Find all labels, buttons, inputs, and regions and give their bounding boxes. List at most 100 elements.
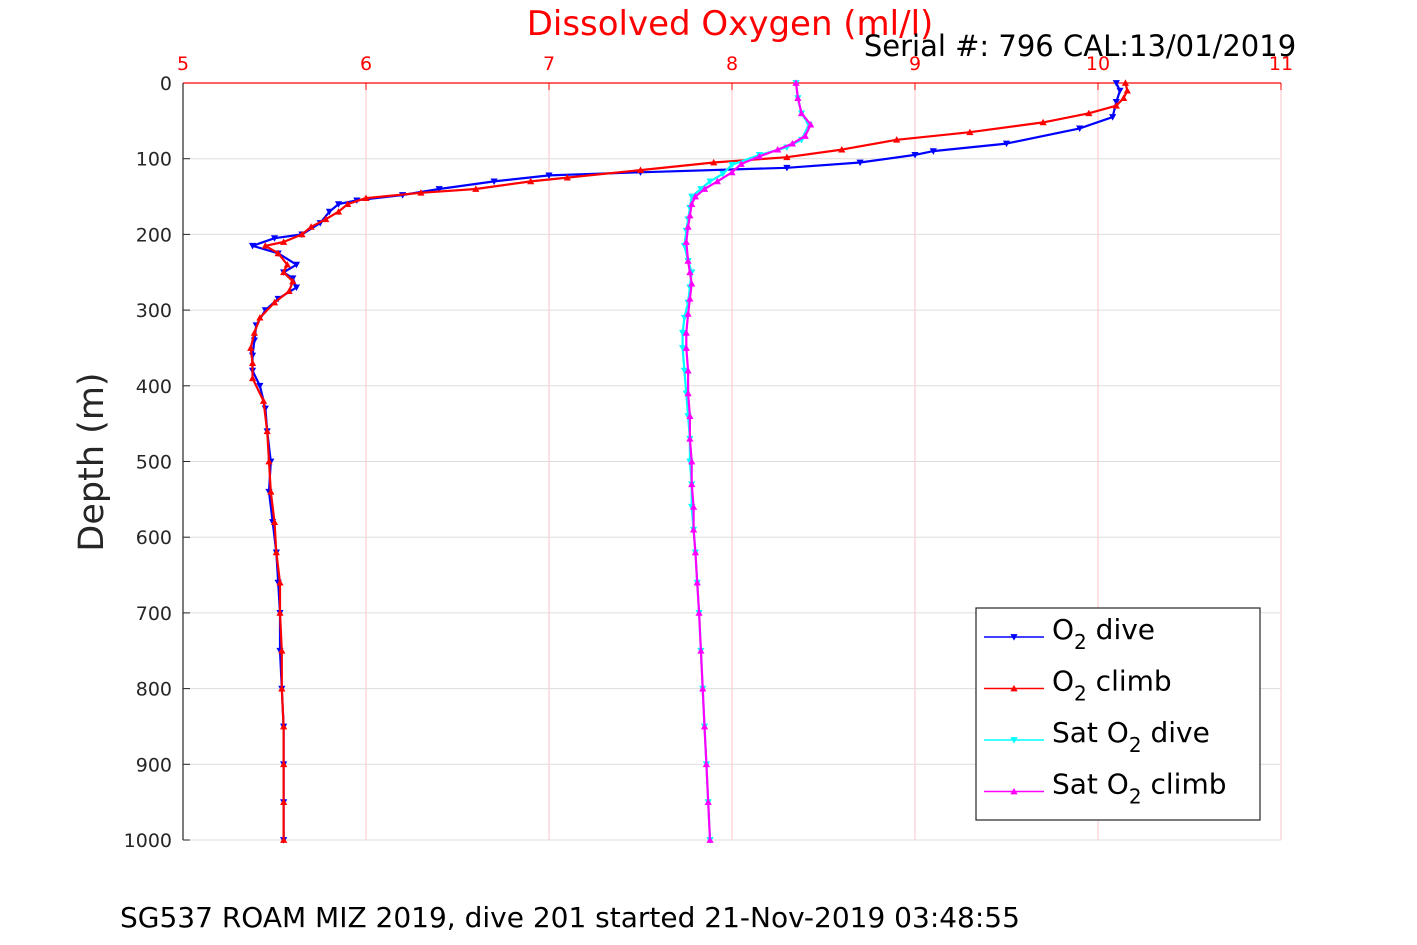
x-tick-label: 11 <box>1269 53 1293 75</box>
data-point <box>697 186 705 193</box>
series-lines <box>247 79 1131 844</box>
data-point <box>1123 86 1131 94</box>
y-tick-label: 400 <box>136 376 172 398</box>
data-point <box>686 268 694 276</box>
data-point <box>280 798 288 806</box>
data-point <box>1116 87 1124 95</box>
data-point <box>272 548 280 556</box>
data-point <box>1120 94 1128 102</box>
data-point <box>700 185 709 192</box>
data-point <box>270 235 279 242</box>
data-point <box>688 280 696 287</box>
data-point <box>325 208 333 216</box>
x-tick-label: 9 <box>909 53 921 75</box>
data-point <box>911 152 919 159</box>
data-point <box>1121 79 1130 86</box>
data-point <box>472 185 480 192</box>
data-point <box>856 159 864 167</box>
data-point <box>783 164 791 172</box>
data-point <box>636 166 645 173</box>
data-point <box>794 94 802 102</box>
data-point <box>1002 140 1011 148</box>
data-point <box>706 836 714 843</box>
footer-caption: SG537 ROAM MIZ 2019, dive 201 started 21… <box>120 901 1020 934</box>
data-point <box>259 397 268 404</box>
y-tick-label: 500 <box>136 452 172 474</box>
data-point <box>276 579 284 586</box>
legend-box <box>975 607 1261 821</box>
data-point <box>334 201 343 208</box>
data-point <box>697 647 705 654</box>
data-point <box>691 192 699 200</box>
data-point <box>678 329 687 337</box>
series-sat-o2-climb <box>682 79 815 843</box>
data-point <box>247 344 255 351</box>
data-point <box>792 79 800 86</box>
data-point <box>893 136 901 143</box>
data-point <box>783 153 791 161</box>
data-point <box>1076 125 1084 133</box>
legend-entry-label: Sat O2 climb <box>1052 768 1227 809</box>
serial-caption: Serial #: 796 CAL:13/01/2019 <box>864 29 1296 63</box>
data-point <box>774 146 782 153</box>
data-point <box>256 314 264 321</box>
data-point <box>688 200 696 207</box>
data-point <box>966 128 974 136</box>
x-tick-label: 5 <box>177 53 189 75</box>
data-point <box>280 238 288 245</box>
data-point <box>276 609 284 616</box>
data-point <box>680 367 689 375</box>
data-point <box>417 189 425 196</box>
data-point <box>283 261 291 268</box>
data-point <box>1039 118 1047 126</box>
data-point <box>1109 114 1117 121</box>
x-tick-label: 6 <box>360 53 372 75</box>
legend-swatch-marker <box>1010 737 1018 744</box>
data-point <box>686 211 694 219</box>
data-point <box>838 146 846 153</box>
x-tick-label: 7 <box>543 53 555 75</box>
data-point <box>274 249 282 257</box>
data-point <box>728 161 736 169</box>
data-point <box>270 298 279 306</box>
x-tick-label: 10 <box>1086 53 1110 75</box>
data-point <box>688 457 696 465</box>
data-point <box>686 295 694 302</box>
y-tick-label: 200 <box>136 224 172 246</box>
data-point <box>285 287 293 295</box>
data-point <box>706 178 714 186</box>
legend-swatch-marker <box>1010 634 1018 641</box>
data-point <box>719 170 727 178</box>
data-point <box>307 223 315 230</box>
data-point <box>278 685 286 692</box>
data-point <box>490 178 498 186</box>
data-point <box>689 526 698 533</box>
data-point <box>682 344 690 351</box>
legend-entry-label: Sat O2 dive <box>1052 716 1210 757</box>
data-point <box>1112 80 1120 87</box>
y-tick-label: 0 <box>160 73 172 95</box>
y-tick-label: 300 <box>136 300 172 322</box>
data-point <box>684 389 692 397</box>
data-point <box>755 152 764 160</box>
data-point <box>563 174 571 181</box>
data-point <box>248 359 257 366</box>
data-point <box>700 722 709 730</box>
legend-entry-label: O2 climb <box>1052 665 1172 706</box>
data-point <box>1085 109 1093 117</box>
chart-title: Dissolved Oxygen (ml/l) <box>527 4 934 44</box>
data-point <box>728 168 736 176</box>
data-point <box>280 836 288 843</box>
data-point <box>678 345 687 352</box>
data-point <box>1112 102 1120 109</box>
data-point <box>684 223 692 230</box>
legend-swatch-marker <box>1010 787 1018 795</box>
data-point <box>362 194 370 201</box>
data-point <box>545 172 553 179</box>
data-point <box>688 193 696 201</box>
data-point <box>435 186 443 193</box>
data-point <box>684 310 692 317</box>
data-point <box>713 177 721 185</box>
y-axis-label: Depth (m) <box>72 372 112 551</box>
